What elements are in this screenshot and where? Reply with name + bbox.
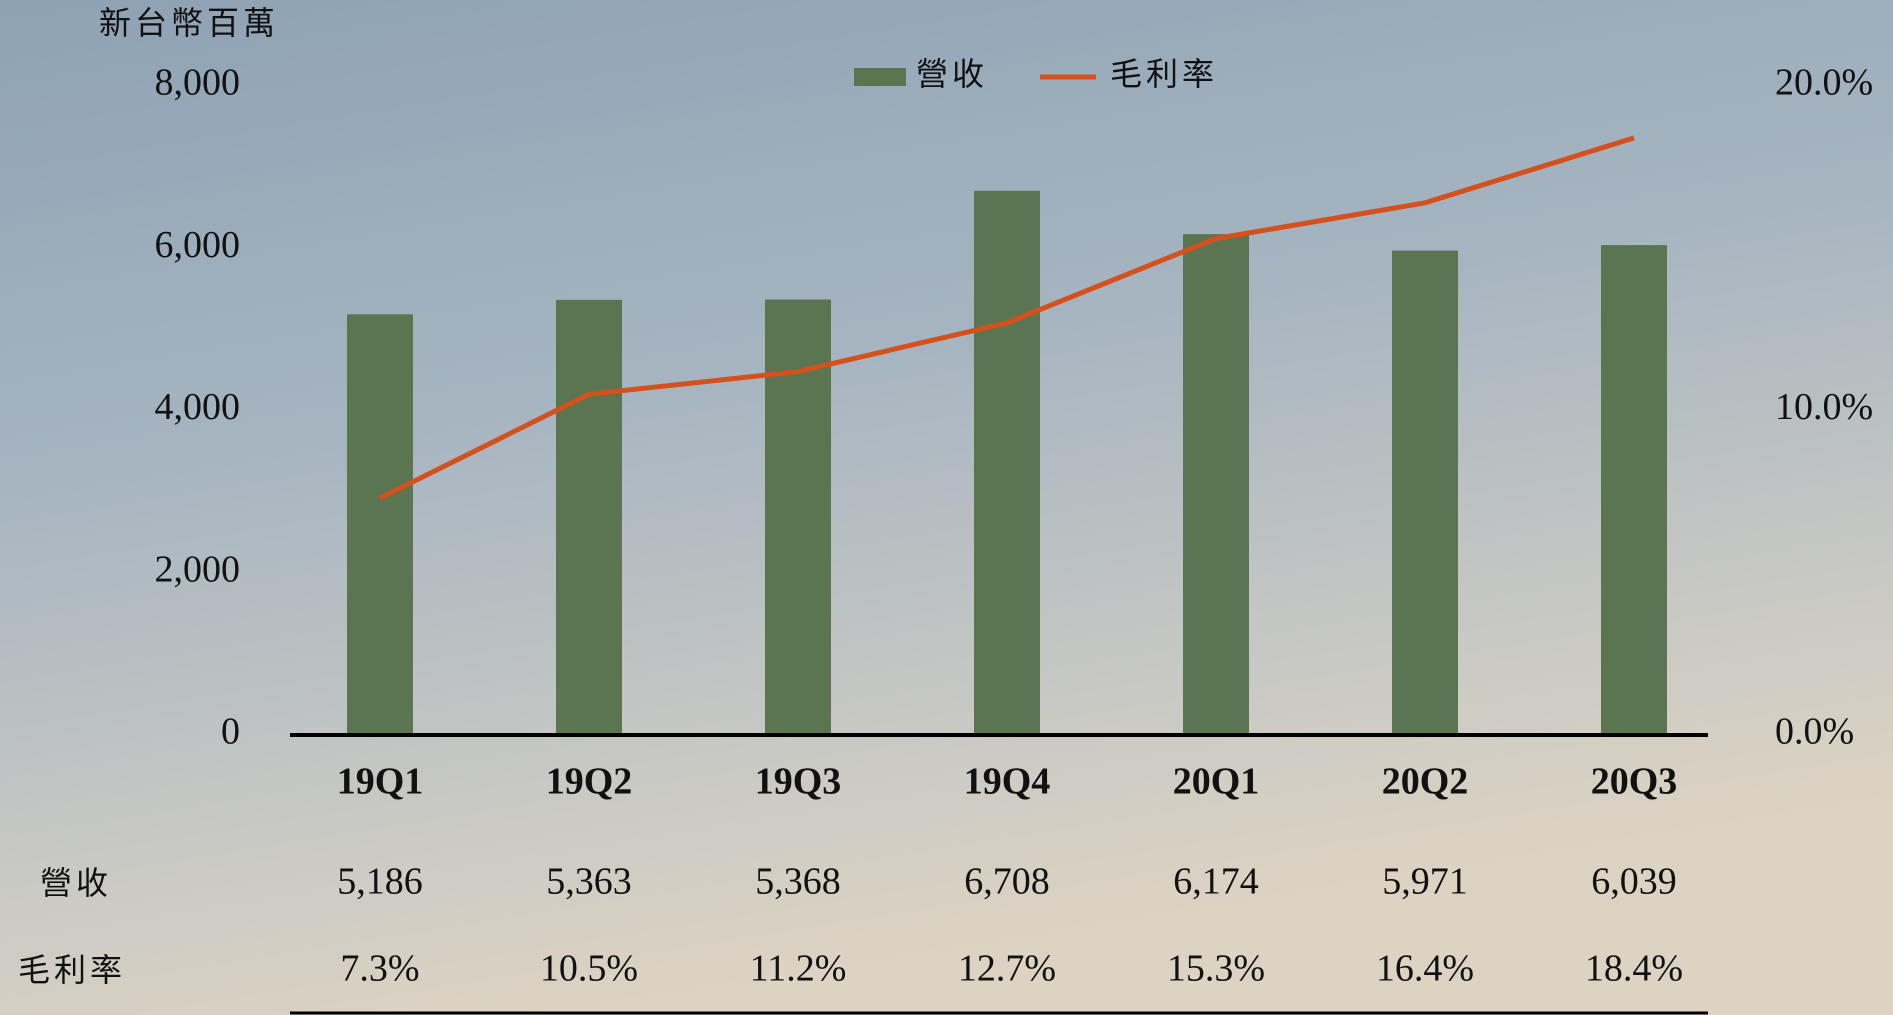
x-tick-label: 20Q2 — [1382, 761, 1469, 803]
y-tick-label: 2,000 — [155, 548, 241, 590]
x-tick-label: 19Q1 — [337, 761, 424, 803]
bar — [1601, 245, 1667, 735]
table-value: 12.7% — [958, 948, 1056, 990]
table-value: 6,039 — [1591, 861, 1677, 903]
table-value: 15.3% — [1167, 948, 1265, 990]
table-row-label: 營收 — [40, 864, 112, 902]
table-row-label: 毛利率 — [18, 951, 126, 989]
table-value: 5,363 — [546, 861, 632, 903]
x-tick-label: 20Q1 — [1173, 761, 1260, 803]
x-tick-label: 19Q4 — [964, 761, 1051, 803]
bar — [974, 191, 1040, 735]
table-value: 5,971 — [1382, 861, 1468, 903]
table-value: 7.3% — [340, 948, 419, 990]
y2-tick-label: 20.0% — [1775, 62, 1873, 104]
legend-swatch — [854, 68, 906, 86]
y-tick-label: 8,000 — [155, 62, 241, 104]
x-tick-label: 19Q2 — [546, 761, 633, 803]
y-axis-label: 新台幣百萬 — [99, 4, 279, 42]
y-tick-label: 4,000 — [155, 386, 241, 428]
chart: 新台幣百萬 0 2,000 4,000 6,000 8,000 0.0% 10.0% 20.0… — [0, 0, 1893, 1015]
table-value: 6,708 — [964, 861, 1050, 903]
y2-tick-label: 10.0% — [1775, 386, 1873, 428]
table-value: 16.4% — [1376, 948, 1474, 990]
table-value: 6,174 — [1173, 861, 1259, 903]
y2-tick-label: 0.0% — [1775, 711, 1854, 753]
bar — [1183, 234, 1249, 735]
legend-label: 毛利率 — [1110, 55, 1218, 93]
table-value: 5,186 — [337, 861, 423, 903]
table-value: 5,368 — [755, 861, 841, 903]
legend-label: 營收 — [916, 55, 988, 93]
table-value: 18.4% — [1585, 948, 1683, 990]
table-value: 10.5% — [540, 948, 638, 990]
bar — [1392, 251, 1458, 735]
x-tick-label: 19Q3 — [755, 761, 842, 803]
bar — [556, 300, 622, 735]
bar — [347, 314, 413, 735]
table-value: 11.2% — [750, 948, 847, 990]
y-tick-label: 6,000 — [155, 224, 241, 266]
x-tick-label: 20Q3 — [1591, 761, 1678, 803]
y-tick-label: 0 — [221, 711, 240, 753]
